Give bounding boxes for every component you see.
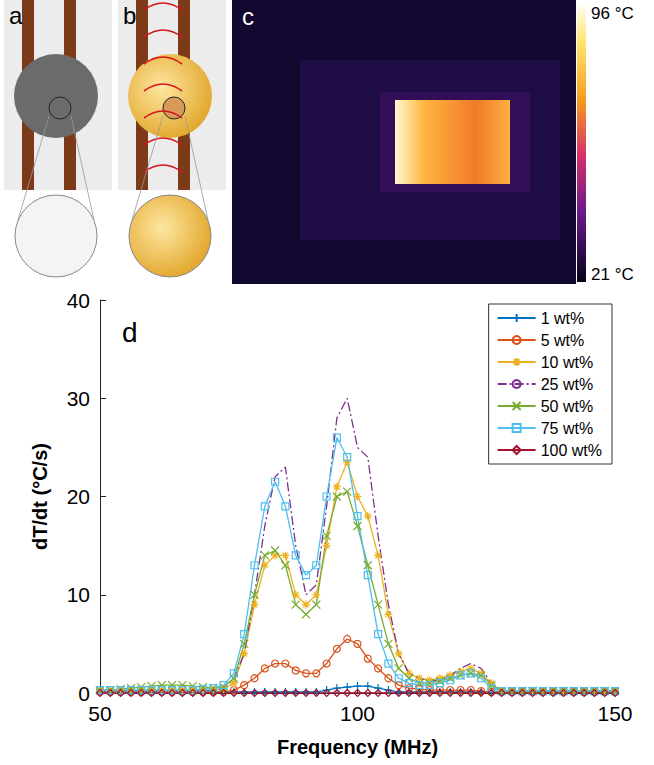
- svg-text:25 wt%: 25 wt%: [541, 376, 593, 393]
- svg-text:b: b: [123, 2, 136, 29]
- svg-text:40: 40: [67, 289, 90, 312]
- svg-text:1 wt%: 1 wt%: [541, 310, 585, 327]
- svg-text:100 wt%: 100 wt%: [541, 442, 602, 459]
- svg-text:21 °C: 21 °C: [591, 265, 634, 284]
- svg-text:150: 150: [597, 702, 632, 725]
- svg-text:c: c: [242, 3, 254, 30]
- svg-text:5 wt%: 5 wt%: [541, 332, 585, 349]
- svg-text:20: 20: [67, 485, 90, 508]
- svg-text:10 wt%: 10 wt%: [541, 354, 593, 371]
- svg-text:d: d: [122, 317, 138, 348]
- svg-text:100: 100: [340, 702, 375, 725]
- svg-text:0: 0: [78, 681, 90, 705]
- svg-text:dT/dt (°C/s): dT/dt (°C/s): [29, 443, 51, 550]
- svg-text:50: 50: [88, 702, 111, 725]
- svg-text:75 wt%: 75 wt%: [541, 420, 593, 437]
- svg-text:96 °C: 96 °C: [591, 4, 634, 23]
- svg-text:10: 10: [67, 583, 90, 606]
- svg-text:50 wt%: 50 wt%: [541, 398, 593, 415]
- svg-text:30: 30: [67, 387, 90, 410]
- svg-text:Frequency (MHz): Frequency (MHz): [277, 736, 438, 758]
- svg-text:a: a: [9, 2, 23, 29]
